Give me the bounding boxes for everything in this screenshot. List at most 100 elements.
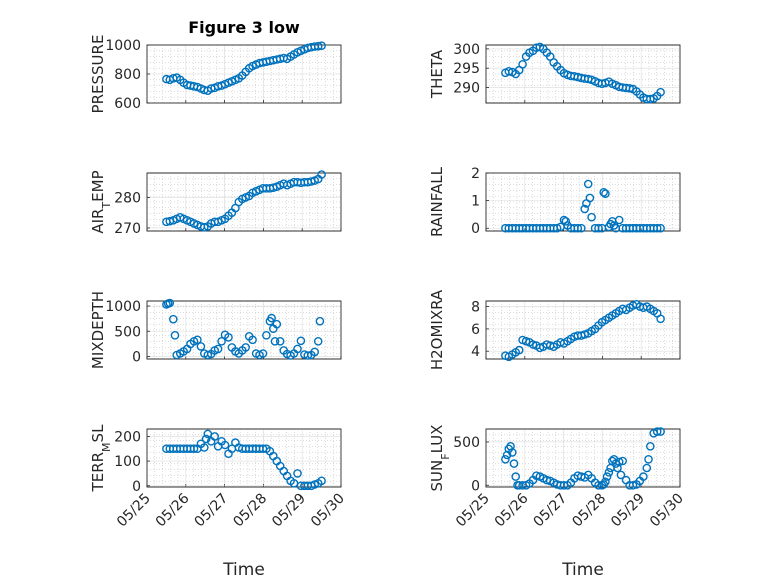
x-tick-label: 05/29 — [269, 491, 309, 531]
data-point — [262, 330, 271, 340]
data-point — [514, 345, 524, 355]
data-point — [601, 477, 610, 487]
y-axis-label: H2OMIXRA — [428, 289, 446, 370]
y-tick-label: 8 — [471, 300, 480, 316]
data-point — [646, 441, 655, 451]
data-point — [587, 212, 596, 222]
x-tick-label: 05/25 — [114, 491, 154, 531]
data-point — [199, 443, 209, 452]
y-tick-label: 100 — [114, 454, 141, 470]
data-point — [644, 454, 653, 464]
data-point — [189, 444, 199, 454]
data-point — [501, 454, 510, 464]
data-point — [652, 223, 662, 233]
axes-border — [146, 428, 342, 488]
data-point — [614, 457, 624, 467]
data-point — [310, 347, 320, 357]
y-tick-label: 0 — [471, 221, 480, 237]
data-point — [317, 41, 326, 51]
x-axis-label: Time — [222, 560, 265, 580]
x-tick-label: 05/30 — [308, 491, 348, 531]
data-point — [580, 204, 590, 214]
data-point — [241, 343, 250, 352]
y-tick-label: 200 — [114, 429, 141, 445]
data-point — [602, 472, 612, 481]
y-tick-label: 2 — [471, 166, 480, 182]
data-point — [210, 432, 219, 441]
data-point — [614, 215, 624, 225]
data-point — [313, 41, 323, 51]
data-point — [601, 189, 610, 198]
y-tick-label: 0 — [132, 479, 141, 495]
data-point — [317, 476, 326, 486]
y-tick-label: 300 — [453, 42, 480, 58]
data-point — [217, 336, 226, 346]
data-point — [270, 336, 280, 346]
data-point — [656, 314, 665, 324]
data-point — [652, 427, 662, 436]
data-point — [585, 193, 595, 203]
x-tick-label: 05/28 — [230, 491, 270, 531]
y-axis-label: MIXDEPTH — [89, 291, 107, 369]
y-tick-label: 500 — [114, 324, 141, 340]
data-point — [507, 448, 517, 457]
y-tick-label: 280 — [114, 190, 141, 206]
data-point — [618, 456, 628, 466]
data-point — [628, 480, 638, 490]
y-tick-label: 270 — [114, 221, 141, 237]
data-point — [258, 349, 268, 358]
data-point — [625, 84, 634, 93]
axes-border — [485, 300, 681, 360]
y-axis-label: TERRMSL — [89, 424, 113, 493]
data-point — [599, 187, 609, 197]
y-axis-label: SUNFLUX — [428, 425, 452, 492]
data-point — [573, 223, 583, 233]
panel-2: 290 295 300 THETA — [428, 42, 681, 104]
data-point — [317, 170, 326, 179]
data-point — [642, 463, 652, 473]
x-tick-label: 05/26 — [153, 490, 193, 530]
data-point — [165, 298, 175, 308]
data-point — [561, 216, 571, 226]
y-axis-label: THETA — [428, 49, 446, 99]
axes-border — [146, 172, 342, 232]
y-tick-label: 0 — [132, 349, 141, 365]
data-point — [272, 319, 282, 329]
chart-title: Figure 3 low — [188, 18, 300, 37]
data-point — [313, 336, 323, 346]
panel-6: 4 6 8 H2OMIXRA — [428, 289, 681, 370]
data-point — [577, 223, 586, 233]
data-point — [656, 223, 665, 233]
data-point — [275, 336, 285, 346]
x-tick-label: 05/27 — [192, 491, 232, 531]
data-point — [293, 344, 302, 354]
y-tick-label: 295 — [453, 61, 480, 77]
panel-7: 0 100 200TERRMSL05/2505/2605/2705/2805/290… — [89, 424, 348, 580]
data-point — [201, 434, 211, 444]
x-tick-label: 05/27 — [531, 491, 571, 531]
x-tick-label: 05/26 — [492, 490, 532, 530]
data-point — [168, 314, 178, 324]
data-point — [656, 427, 665, 436]
x-tick-label: 05/28 — [569, 491, 609, 531]
axes-border — [485, 428, 681, 488]
axes-border — [146, 300, 342, 360]
y-tick-label: 0 — [471, 478, 480, 494]
x-axis-label: Time — [561, 560, 604, 580]
x-tick-label: 05/29 — [608, 491, 648, 531]
y-tick-label: 1 — [471, 194, 480, 210]
y-tick-label: 800 — [114, 67, 141, 83]
axes-border — [146, 44, 342, 104]
data-point — [583, 179, 593, 189]
data-point — [613, 463, 622, 473]
data-point — [170, 330, 180, 340]
x-tick-label: 05/30 — [647, 491, 687, 531]
data-point — [506, 441, 515, 451]
panel-4: 0 1 2 RAINFALL — [428, 166, 681, 237]
data-point — [224, 332, 233, 342]
data-point — [604, 467, 614, 477]
